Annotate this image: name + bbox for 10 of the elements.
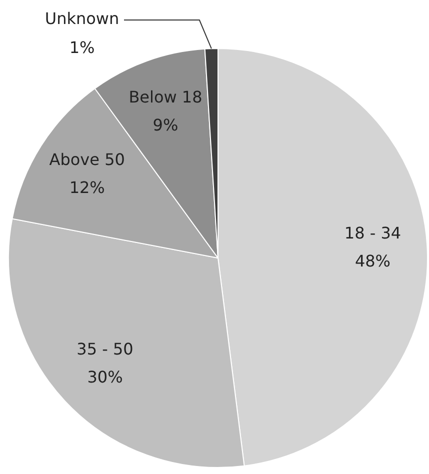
slice-label: 35 - 50 [76, 339, 134, 358]
data-label: 12% [69, 178, 105, 198]
data-label: 48% [354, 251, 391, 270]
data-label: 1% [69, 38, 95, 58]
slice-label: Unknown [44, 9, 120, 28]
slice-label: 18 - 34 [344, 223, 402, 242]
slice-label: Below 18 [128, 87, 202, 106]
slice-label: Above 50 [49, 150, 125, 170]
data-label: 9% [152, 115, 178, 134]
data-label: 30% [87, 367, 123, 386]
